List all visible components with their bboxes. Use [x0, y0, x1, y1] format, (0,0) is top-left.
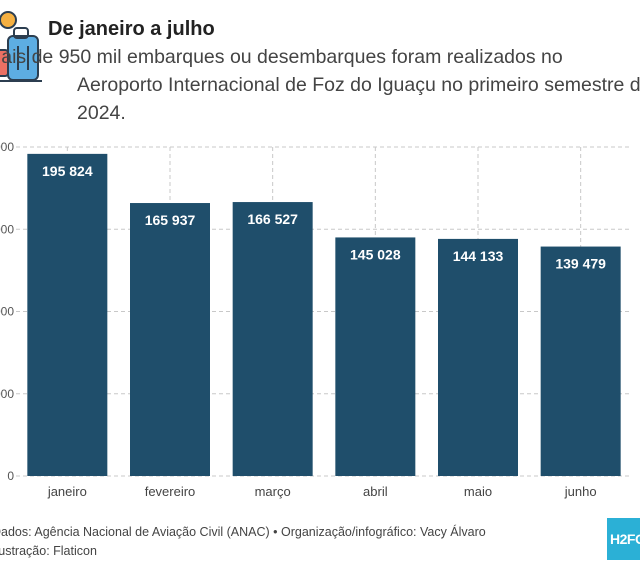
source-credit: Dados: Agência Nacional de Aviação Civil…: [0, 525, 486, 539]
brand-logo: H2FOZ: [607, 518, 640, 560]
x-tick-label: janeiro: [47, 484, 87, 499]
y-tick-label: 0: [7, 469, 14, 483]
y-tick-label: 150 000: [0, 222, 14, 236]
data-label: 165 937: [145, 212, 196, 228]
data-label: 144 133: [453, 248, 504, 264]
bar-março: [232, 202, 313, 476]
data-label: 195 824: [42, 163, 93, 179]
y-tick-label: 50 000: [0, 387, 14, 401]
x-tick-label: junho: [564, 484, 597, 499]
x-tick-label: março: [255, 484, 291, 499]
luggage-icon: [0, 11, 42, 82]
data-label: 139 479: [555, 256, 606, 272]
chart-subtitle: Mais de 950 mil embarques ou desembarque…: [0, 46, 640, 124]
x-tick-label: fevereiro: [145, 484, 196, 499]
data-label: 145 028: [350, 246, 401, 262]
illustration-credit: Ilustração: Flaticon: [0, 544, 97, 558]
y-tick-label: 100 000: [0, 305, 14, 319]
data-label: 166 527: [247, 211, 298, 227]
bar-junho: [540, 246, 621, 476]
bar-fevereiro: [130, 203, 210, 476]
x-tick-label: abril: [363, 484, 388, 499]
bar-maio: [438, 238, 518, 476]
footer: Dados: Agência Nacional de Aviação Civil…: [0, 523, 486, 561]
chart-title: De janeiro a julho: [48, 18, 215, 40]
bar-abril: [335, 237, 416, 476]
x-tick-label: maio: [464, 484, 492, 499]
bar-janeiro: [27, 153, 108, 477]
y-tick-label: 200 000: [0, 140, 14, 154]
